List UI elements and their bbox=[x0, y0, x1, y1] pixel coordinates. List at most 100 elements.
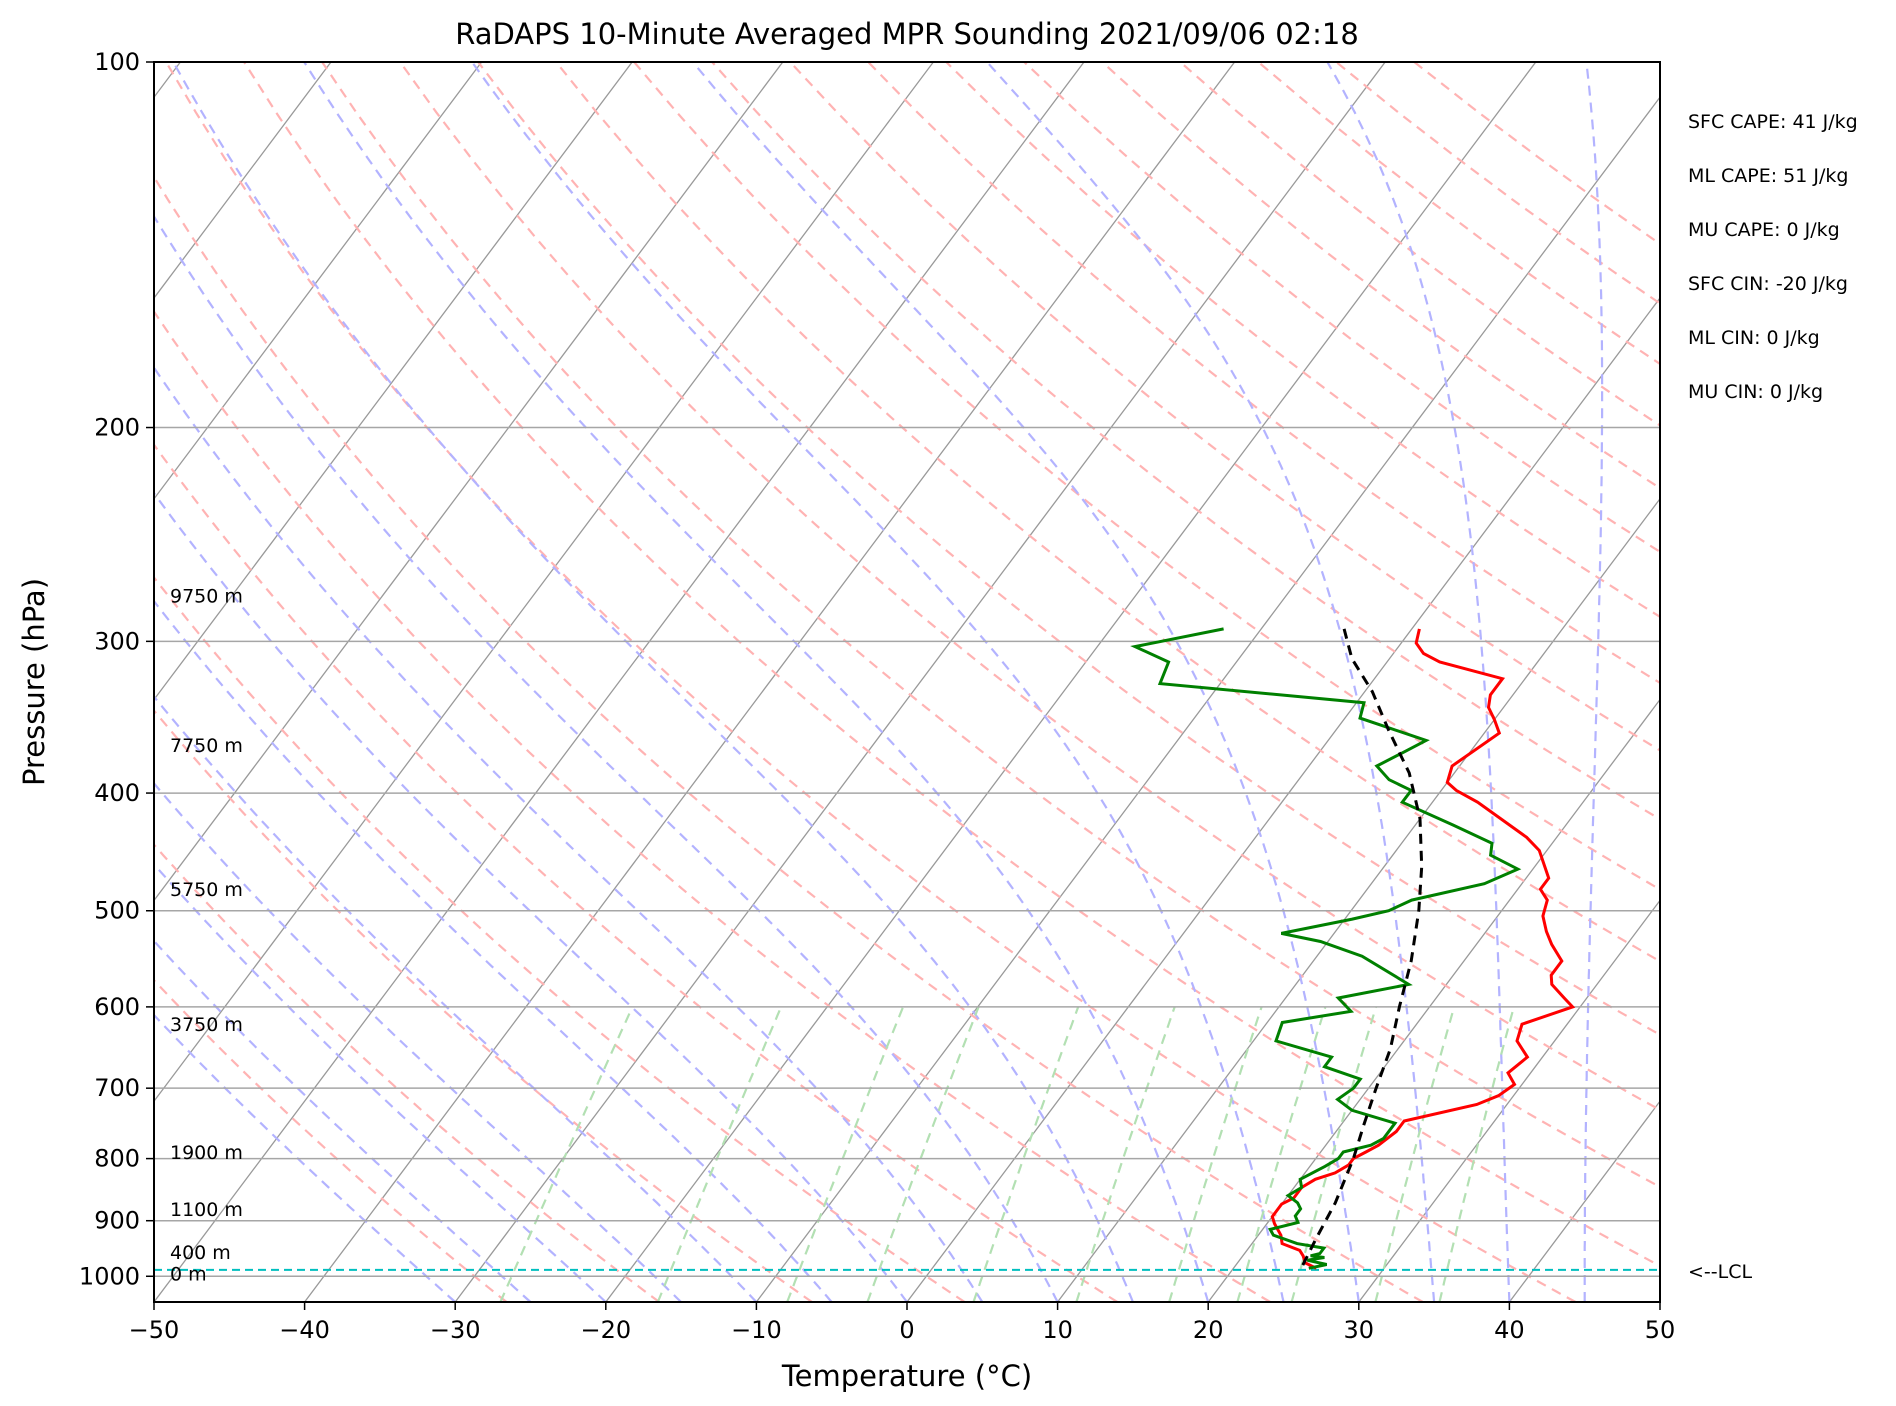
moist-adiabat-line bbox=[154, 1013, 456, 1302]
y-tick-label: 400 bbox=[94, 779, 140, 807]
height-label: 9750 m bbox=[170, 585, 243, 607]
mixing-ratio-line bbox=[656, 1006, 783, 1302]
dry-adiabat-line bbox=[154, 843, 660, 1302]
isotherm-line bbox=[1207, 698, 1660, 1302]
y-tick-label: 300 bbox=[94, 627, 140, 655]
mixing-ratio-line bbox=[1374, 1006, 1456, 1302]
moist-adiabat-line bbox=[691, 62, 1360, 1302]
x-tick-label: −40 bbox=[279, 1316, 330, 1344]
stats-panel: SFC CAPE: 41 J/kg ML CAPE: 51 J/kg MU CAPE… bbox=[1688, 111, 1858, 403]
isotherm-line bbox=[1358, 899, 1660, 1302]
moist-adiabat-line bbox=[154, 599, 833, 1302]
x-tick-label: 20 bbox=[1193, 1316, 1224, 1344]
dry-adiabat-line bbox=[243, 62, 1660, 1268]
chart-title: RaDAPS 10-Minute Averaged MPR Sounding 2… bbox=[455, 17, 1359, 51]
stat-label: MU CIN: 0 J/kg bbox=[1688, 381, 1823, 403]
x-tick-label: 50 bbox=[1645, 1316, 1676, 1344]
y-tick-label: 500 bbox=[94, 897, 140, 925]
y-tick-label: 800 bbox=[94, 1145, 140, 1173]
stat-label: SFC CAPE: 41 J/kg bbox=[1688, 111, 1858, 133]
dry-adiabat-line bbox=[1023, 62, 1660, 554]
x-tick-label: 40 bbox=[1494, 1316, 1525, 1344]
height-label: 0 m bbox=[170, 1264, 207, 1286]
mixing-ratio-line bbox=[499, 1006, 634, 1302]
isotherm-line bbox=[154, 62, 633, 701]
moist-adiabat-line bbox=[154, 365, 984, 1302]
dry-adiabat-line bbox=[1179, 62, 1660, 427]
x-tick-label: 0 bbox=[899, 1316, 914, 1344]
y-axis-ticks: 100 200 300 400 500 600 700 800 900 1000 bbox=[79, 48, 154, 1290]
height-label: 7750 m bbox=[170, 735, 243, 757]
dry-adiabat-line bbox=[154, 309, 1271, 1302]
dry-adiabat-line bbox=[477, 62, 1660, 1037]
moist-adiabat-line bbox=[154, 491, 908, 1302]
dry-adiabat-line bbox=[711, 62, 1660, 821]
isotherm-line bbox=[154, 62, 332, 300]
dry-adiabat-line bbox=[154, 174, 1424, 1302]
moist-adiabat-line bbox=[154, 214, 1059, 1302]
isotherm-line bbox=[1508, 1100, 1660, 1302]
profiles bbox=[1130, 627, 1576, 1270]
isotherm-line bbox=[1057, 497, 1660, 1302]
isotherm-line bbox=[1811, 62, 1896, 1302]
dry-adiabat-line bbox=[321, 62, 1660, 1189]
dry-adiabat-line bbox=[154, 442, 1119, 1302]
lcl-label: <--LCL bbox=[1688, 1261, 1752, 1283]
y-tick-label: 100 bbox=[94, 48, 140, 76]
y-axis-label: Pressure (hPa) bbox=[17, 578, 51, 786]
mixing-ratio-line bbox=[1438, 1006, 1515, 1302]
moist-adiabat-line bbox=[154, 939, 532, 1302]
height-label: 5750 m bbox=[170, 879, 243, 901]
x-axis-label: Temperature (°C) bbox=[781, 1359, 1032, 1393]
x-axis-ticks: −50 −40 −30 −20 −10 0 10 20 30 40 50 bbox=[129, 1302, 1676, 1344]
y-tick-label: 700 bbox=[94, 1074, 140, 1102]
dry-adiabat-line bbox=[399, 62, 1660, 1112]
height-label: 1900 m bbox=[170, 1142, 243, 1164]
x-tick-label: −20 bbox=[580, 1316, 631, 1344]
height-label: 400 m bbox=[170, 1242, 231, 1264]
moist-adiabat-line bbox=[1326, 62, 1511, 1302]
isotherm-line bbox=[454, 62, 1386, 1302]
x-tick-label: 10 bbox=[1042, 1316, 1073, 1344]
isotherm-line bbox=[154, 62, 483, 500]
moist-adiabat-line bbox=[471, 62, 1285, 1302]
moist-adiabat-line bbox=[154, 694, 758, 1302]
x-tick-label: −30 bbox=[430, 1316, 481, 1344]
dewpoint-series-line bbox=[1130, 627, 1522, 1270]
isotherm-line bbox=[154, 62, 784, 902]
moist-adiabat-line bbox=[986, 62, 1436, 1302]
isotherm-line bbox=[605, 62, 1537, 1302]
stat-label: ML CIN: 0 J/kg bbox=[1688, 327, 1820, 349]
parcel-path-line bbox=[1299, 628, 1424, 1269]
dry-adiabat-line bbox=[154, 575, 966, 1302]
height-label: 1100 m bbox=[170, 1199, 243, 1221]
moist-adiabat-line bbox=[154, 862, 607, 1302]
y-tick-label: 900 bbox=[94, 1207, 140, 1235]
moist-adiabat-line bbox=[303, 62, 1210, 1302]
mixing-ratio-line bbox=[1075, 1006, 1176, 1302]
isotherm-line bbox=[304, 62, 1236, 1302]
plot-frame bbox=[153, 61, 1661, 1303]
height-label: 3750 m bbox=[170, 1014, 243, 1036]
dry-adiabat-line bbox=[867, 62, 1660, 685]
mixing-ratio-line bbox=[786, 1006, 905, 1302]
moist-adiabat-line bbox=[1583, 62, 1604, 1302]
dry-adiabat-line bbox=[633, 62, 1660, 891]
mixing-ratio-line bbox=[866, 1006, 980, 1302]
moist-adiabat-line bbox=[154, 781, 682, 1302]
x-tick-label: −50 bbox=[129, 1316, 180, 1344]
dry-adiabat-line bbox=[154, 709, 813, 1302]
stat-label: SFC CIN: -20 J/kg bbox=[1688, 273, 1848, 295]
x-tick-label: −10 bbox=[731, 1316, 782, 1344]
dry-adiabat-line bbox=[1413, 62, 1660, 246]
isotherm-line bbox=[154, 62, 934, 1103]
background-lines bbox=[154, 62, 1896, 1302]
isotherm-line bbox=[1659, 1300, 1660, 1302]
mixing-ratio-line bbox=[1168, 1006, 1263, 1302]
y-tick-label: 1000 bbox=[79, 1262, 140, 1290]
stat-label: ML CAPE: 51 J/kg bbox=[1688, 165, 1848, 187]
moist-adiabat-line bbox=[172, 62, 1134, 1302]
dry-adiabat-line bbox=[1257, 62, 1660, 366]
mixing-ratio-line bbox=[972, 1006, 1080, 1302]
